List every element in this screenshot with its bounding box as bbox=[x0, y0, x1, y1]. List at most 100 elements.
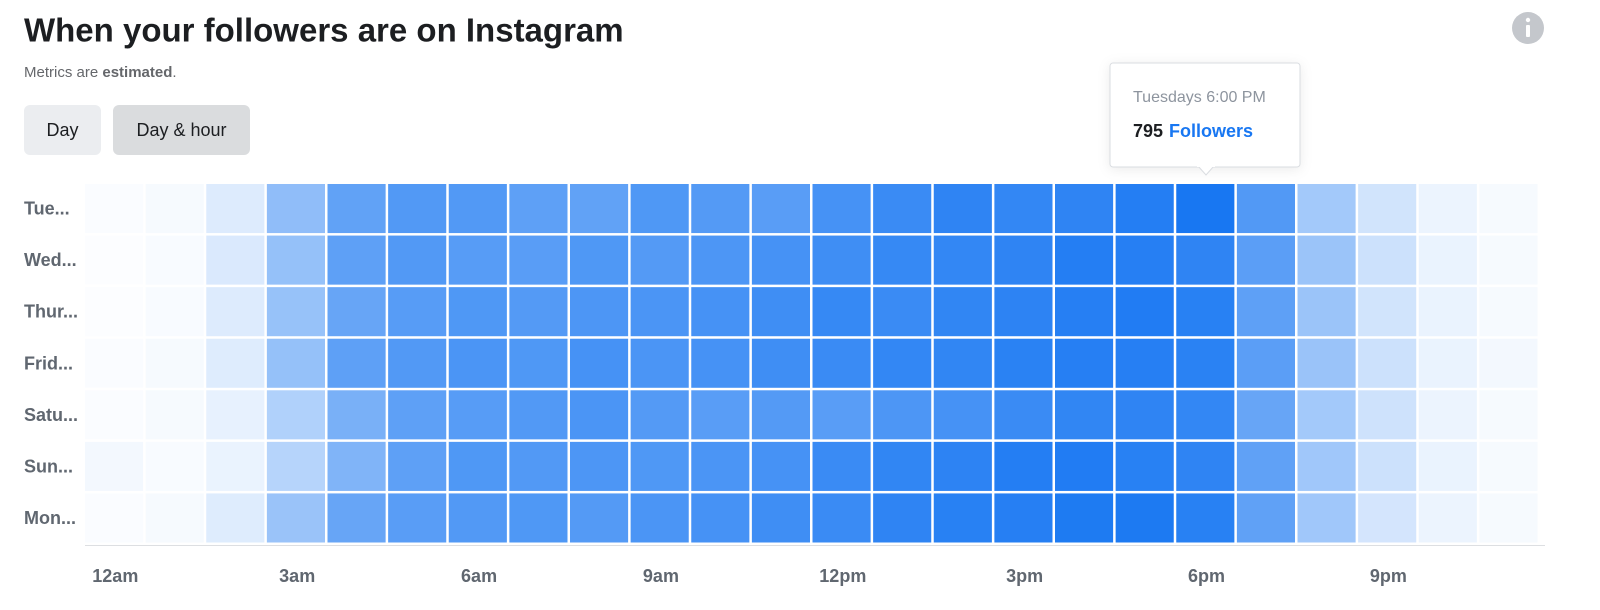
heat-cell[interactable] bbox=[1479, 184, 1538, 234]
heat-cell[interactable] bbox=[1236, 441, 1295, 491]
heat-cell[interactable] bbox=[1297, 287, 1356, 337]
heat-cell[interactable] bbox=[570, 287, 629, 337]
heat-cell[interactable] bbox=[1418, 493, 1477, 543]
heat-cell[interactable] bbox=[1358, 235, 1417, 285]
heat-cell[interactable] bbox=[448, 184, 507, 234]
heat-cell[interactable] bbox=[266, 390, 325, 440]
heat-cell[interactable] bbox=[266, 184, 325, 234]
heat-cell[interactable] bbox=[994, 390, 1053, 440]
heat-cell[interactable] bbox=[1236, 235, 1295, 285]
heat-cell[interactable] bbox=[85, 236, 143, 285]
heat-cell[interactable] bbox=[1297, 390, 1356, 440]
heat-cell[interactable] bbox=[691, 390, 750, 440]
heat-cell[interactable] bbox=[1055, 338, 1114, 388]
heat-cell[interactable] bbox=[1115, 235, 1174, 285]
heat-cell[interactable] bbox=[994, 338, 1053, 388]
heat-cell[interactable] bbox=[1115, 441, 1174, 491]
heat-cell[interactable] bbox=[1055, 441, 1114, 491]
heat-cell[interactable] bbox=[1297, 493, 1356, 543]
heat-cell[interactable] bbox=[751, 184, 810, 234]
heat-cell[interactable] bbox=[85, 493, 143, 542]
heat-cell[interactable] bbox=[691, 338, 750, 388]
heat-cell[interactable] bbox=[630, 287, 689, 337]
heat-cell[interactable] bbox=[1115, 338, 1174, 388]
heat-cell[interactable] bbox=[570, 338, 629, 388]
heat-cell[interactable] bbox=[630, 235, 689, 285]
heat-cell[interactable] bbox=[994, 493, 1053, 543]
heat-cell[interactable] bbox=[145, 390, 204, 440]
heat-cell[interactable] bbox=[1236, 287, 1295, 337]
heat-cell[interactable] bbox=[206, 235, 265, 285]
heat-cell[interactable] bbox=[691, 441, 750, 491]
heat-cell[interactable] bbox=[1176, 338, 1235, 388]
heat-cell[interactable] bbox=[327, 184, 386, 234]
heat-cell[interactable] bbox=[85, 390, 143, 439]
heat-cell[interactable] bbox=[1055, 287, 1114, 337]
heat-cell[interactable] bbox=[1176, 287, 1235, 337]
heat-cell[interactable] bbox=[1358, 493, 1417, 543]
heat-cell[interactable] bbox=[1358, 441, 1417, 491]
heat-cell[interactable] bbox=[933, 235, 992, 285]
heat-cell[interactable] bbox=[1418, 338, 1477, 388]
heat-cell[interactable] bbox=[691, 287, 750, 337]
heat-cell[interactable] bbox=[206, 390, 265, 440]
heat-cell[interactable] bbox=[448, 493, 507, 543]
heat-cell[interactable] bbox=[812, 184, 871, 234]
heat-cell[interactable] bbox=[1236, 493, 1295, 543]
heat-cell[interactable] bbox=[1176, 235, 1235, 285]
heat-cell[interactable] bbox=[873, 390, 932, 440]
tab-button[interactable]: Day & hour bbox=[113, 105, 250, 155]
heat-cell[interactable] bbox=[570, 493, 629, 543]
heat-cell[interactable] bbox=[266, 235, 325, 285]
heat-cell[interactable] bbox=[933, 287, 992, 337]
heat-cell[interactable] bbox=[933, 338, 992, 388]
heat-cell[interactable] bbox=[1115, 493, 1174, 543]
heat-cell[interactable] bbox=[812, 493, 871, 543]
heat-cell[interactable] bbox=[1115, 184, 1174, 234]
heat-cell[interactable] bbox=[388, 493, 447, 543]
heat-cell[interactable] bbox=[388, 287, 447, 337]
heat-cell[interactable] bbox=[1418, 390, 1477, 440]
tab-button[interactable]: Day bbox=[24, 105, 101, 155]
heat-cell[interactable] bbox=[388, 338, 447, 388]
heat-cell[interactable] bbox=[1418, 441, 1477, 491]
info-icon[interactable] bbox=[1512, 12, 1544, 44]
heat-cell[interactable] bbox=[570, 235, 629, 285]
heat-cell[interactable] bbox=[570, 390, 629, 440]
heat-cell[interactable] bbox=[570, 184, 629, 234]
heat-cell[interactable] bbox=[1358, 390, 1417, 440]
heat-cell[interactable] bbox=[1479, 441, 1538, 491]
heat-cell[interactable] bbox=[994, 287, 1053, 337]
heat-cell[interactable] bbox=[206, 287, 265, 337]
heat-cell[interactable] bbox=[266, 338, 325, 388]
heat-cell[interactable] bbox=[691, 493, 750, 543]
heat-cell[interactable] bbox=[933, 390, 992, 440]
heat-cell[interactable] bbox=[146, 287, 204, 336]
heat-cell[interactable] bbox=[327, 493, 386, 543]
heat-cell[interactable] bbox=[509, 184, 568, 234]
heat-cell[interactable] bbox=[145, 338, 204, 388]
heat-cell[interactable] bbox=[327, 338, 386, 388]
heat-cell[interactable] bbox=[206, 493, 265, 543]
heat-cell[interactable] bbox=[630, 184, 689, 234]
heat-cell[interactable] bbox=[933, 493, 992, 543]
heat-cell[interactable] bbox=[630, 338, 689, 388]
heat-cell[interactable] bbox=[85, 441, 144, 491]
heat-cell[interactable] bbox=[751, 441, 810, 491]
heat-cell[interactable] bbox=[206, 338, 265, 388]
heat-cell[interactable] bbox=[448, 338, 507, 388]
heat-cell[interactable] bbox=[1115, 287, 1174, 337]
heat-cell[interactable] bbox=[206, 184, 265, 234]
heat-cell[interactable] bbox=[327, 235, 386, 285]
heat-cell[interactable] bbox=[509, 235, 568, 285]
heat-cell[interactable] bbox=[751, 493, 810, 543]
heat-cell[interactable] bbox=[509, 493, 568, 543]
heat-cell[interactable] bbox=[1479, 493, 1538, 543]
heat-cell[interactable] bbox=[145, 493, 204, 543]
heat-cell[interactable] bbox=[873, 184, 932, 234]
heat-cell[interactable] bbox=[327, 441, 386, 491]
heat-cell[interactable] bbox=[85, 287, 143, 336]
heat-cell[interactable] bbox=[1479, 235, 1538, 285]
heat-cell[interactable] bbox=[146, 236, 204, 285]
heat-cell[interactable] bbox=[1176, 184, 1235, 234]
